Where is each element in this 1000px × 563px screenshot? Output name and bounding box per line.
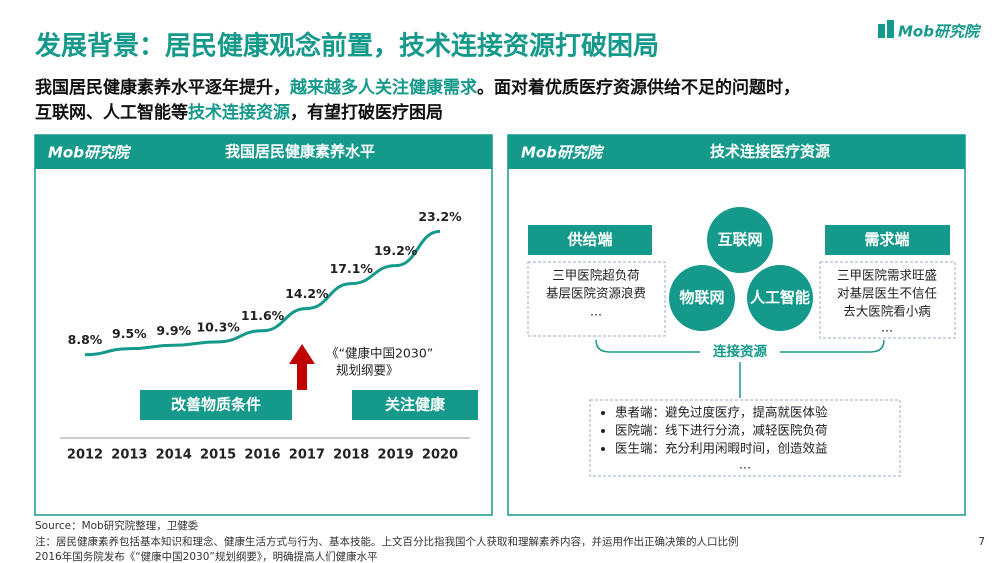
circle	[669, 265, 735, 331]
label: 关注健康	[385, 396, 446, 414]
item: 对基层医生不信任	[837, 286, 937, 301]
item: 医院端：线下进行分流，减轻医院负荷	[615, 423, 828, 438]
item: 患者端：避免过度医疗，提高就医体验	[615, 405, 828, 420]
box	[825, 225, 950, 255]
x-tick-label: 2019	[378, 448, 414, 463]
text-box	[589, 399, 901, 477]
logo-text: Mob研究院	[898, 23, 982, 41]
annotation: 规划纲要》	[336, 363, 399, 378]
panel-logo: Mob研究院	[48, 144, 132, 162]
data-label: 14.2%	[285, 286, 329, 301]
bullet	[601, 411, 605, 415]
note: 注：居民健康素养包括基本知识和理念、健康生活方式与行为、基本技能。上文百分比指我…	[35, 535, 739, 548]
subtitle-line: 互联网、人工智能等技术连接资源，有望打破医疗困局	[35, 102, 443, 123]
item: ...	[739, 457, 751, 472]
data-label: 11.6%	[241, 308, 285, 323]
data-label: 9.9%	[156, 323, 191, 338]
subtitle-segment: 互联网、人工智能等	[35, 102, 188, 123]
circle	[747, 265, 813, 331]
note: 2016年国务院发布《“健康中国2030”规划纲要》，明确提高人们健康水平	[35, 550, 378, 563]
text-box	[527, 261, 666, 337]
text-box	[819, 261, 956, 339]
subtitle-segment: ，有望打破医疗困局	[290, 102, 443, 123]
x-tick-label: 2012	[67, 448, 103, 463]
x-tick-label: 2018	[333, 448, 369, 463]
panel-header	[508, 135, 965, 169]
logo: Mob研究院	[878, 20, 982, 41]
x-tick-label: 2014	[156, 448, 192, 463]
item: 去大医院看小病	[843, 304, 931, 319]
line	[84, 229, 441, 357]
panel-logo: Mob研究院	[521, 144, 605, 162]
box	[528, 225, 652, 255]
item: 三甲医院超负荷	[552, 268, 640, 283]
page-number: 7	[978, 536, 985, 548]
x-tick-label: 2017	[289, 448, 325, 463]
annotation: 《“健康中国2030”	[326, 346, 433, 361]
x-tick-label: 2020	[422, 448, 458, 463]
data-label: 8.8%	[68, 332, 103, 347]
data-label: 23.2%	[418, 209, 462, 224]
subtitle-segment: 技术连接资源	[188, 102, 290, 123]
subtitle-segment: 我国居民健康素养水平逐年提升，	[35, 77, 290, 98]
subtitle-segment: 。面对着优质医疗资源供给不足的问题时，	[477, 77, 800, 98]
source: Source：Mob研究院整理，卫健委	[35, 519, 199, 532]
x-tick-label: 2016	[244, 448, 280, 463]
x-tick-label: 2015	[200, 448, 236, 463]
bracket	[595, 339, 885, 353]
box-title: 需求端	[864, 231, 909, 249]
panel-title: 我国居民健康素养水平	[225, 143, 375, 161]
logo-icon	[887, 20, 894, 38]
label-box	[140, 390, 292, 420]
line-chart: 2012 2013 2014 2015 2016 2017 2018 2019 2020 8.8%…	[60, 209, 470, 463]
item: ...	[881, 320, 893, 335]
item: 三甲医院需求旺盛	[837, 268, 937, 283]
bullet	[601, 429, 605, 433]
panel-title: 技术连接医疗资源	[710, 143, 830, 161]
circle	[707, 207, 773, 273]
subtitle-line: 我国居民健康素养水平逐年提升，越来越多人关注健康需求。面对着优质医疗资源供给不足…	[35, 77, 800, 98]
circle-label: 互联网	[717, 231, 762, 249]
data-label: 19.2%	[374, 243, 418, 258]
x-tick-label: 2013	[111, 448, 147, 463]
box-title: 供给端	[566, 231, 612, 249]
logo-icon	[878, 24, 885, 38]
subtitle-segment: 越来越多人关注健康需求	[289, 77, 477, 98]
label-box	[352, 390, 478, 420]
data-label: 17.1%	[330, 261, 374, 276]
panel-header	[35, 135, 492, 169]
connector-label: 连接资源	[713, 343, 767, 360]
title: 发展背景：居民健康观念前置，技术连接资源打破困局	[34, 31, 659, 62]
item: ...	[590, 304, 602, 319]
data-label: 9.5%	[112, 326, 147, 341]
item: 医生端：充分利用闲暇时间，创造效益	[615, 441, 828, 456]
bullet	[601, 447, 605, 451]
arrow	[289, 344, 315, 390]
label: 改善物质条件	[171, 396, 261, 414]
item: 基层医院资源浪费	[546, 286, 646, 301]
data-label: 10.3%	[196, 319, 240, 334]
circle-label: 物联网	[679, 289, 724, 307]
circle-label: 人工智能	[750, 289, 810, 307]
